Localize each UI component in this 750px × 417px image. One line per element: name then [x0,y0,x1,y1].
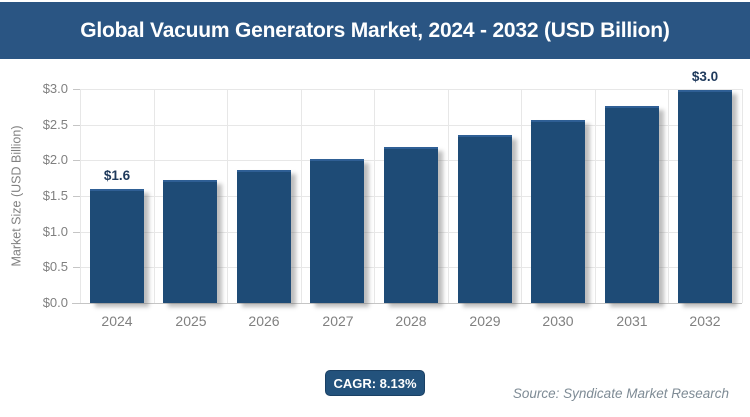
y-tick-label: $1.5 [42,188,68,203]
y-tick-mark [73,196,80,197]
y-tick-label: $3.0 [42,81,68,96]
y-tick-label: $0.5 [42,259,68,275]
bar-value-label: $3.0 [691,69,719,84]
y-tick-label: $0.0 [42,295,68,310]
source-attribution: Source: Syndicate Market Research [512,386,729,401]
y-tick-mark [73,267,80,269]
y-tick-label: $2.5 [42,116,68,132]
bar-2026 [237,170,291,303]
cagr-badge: CAGR: 8.13% [325,370,425,396]
y-tick-label: $1.0 [42,223,68,239]
gridline-v [301,89,302,303]
bar-2031 [605,106,659,303]
gridline-v [521,89,522,303]
x-axis-label: 2032 [689,313,721,329]
gridline-v [668,89,669,303]
bar-2027 [310,159,364,303]
bar-value-label: $1.6 [103,168,131,183]
gridline-v [227,89,228,303]
bar-2030 [531,120,585,303]
bar-2024 [90,189,144,303]
x-axis-label: 2026 [248,313,280,329]
cagr-badge-label: CAGR: 8.13% [333,375,417,391]
gridline-h [80,89,742,90]
y-tick-label: $2.0 [42,152,68,168]
chart-title-bar: Global Vacuum Generators Market, 2024 - … [0,2,750,59]
bar-2032 [678,90,732,303]
gridline-v [80,89,81,303]
x-axis-label: 2028 [395,313,427,329]
chart-title: Global Vacuum Generators Market, 2024 - … [80,18,670,42]
x-axis-label: 2031 [616,313,648,329]
bar-chart-plot [80,89,743,303]
bar-2029 [458,135,512,303]
gridline-h [80,124,742,126]
bar-2025 [163,180,217,303]
gridline-v [448,89,449,303]
x-axis-line [72,303,742,304]
gridline-v [374,89,375,303]
y-tick-mark [73,89,80,90]
y-tick-mark [73,160,80,162]
gridline-v [595,89,596,303]
x-axis-label: 2024 [101,313,133,329]
x-axis-label: 2029 [469,313,501,329]
bar-2028 [384,147,438,303]
gridline-v [742,89,743,303]
y-tick-mark [73,231,80,233]
x-axis-label: 2027 [322,313,354,329]
gridline-v [154,89,155,303]
x-axis-label: 2025 [175,313,207,329]
y-tick-mark [73,124,80,126]
x-axis-label: 2030 [542,313,574,329]
